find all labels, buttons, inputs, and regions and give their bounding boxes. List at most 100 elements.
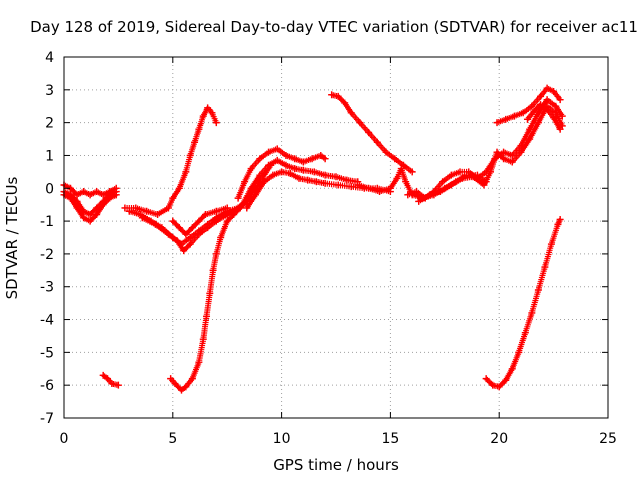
data-point <box>550 114 558 122</box>
chart-title: Day 128 of 2019, Sidereal Day-to-day VTE… <box>30 18 638 36</box>
data-point <box>256 155 264 163</box>
data-point <box>493 148 501 156</box>
data-point <box>519 109 527 117</box>
data-point <box>178 386 186 394</box>
data-point <box>182 230 190 238</box>
series-markers <box>167 162 274 394</box>
data-point <box>436 188 444 196</box>
data-point <box>212 250 220 258</box>
data-point <box>173 237 181 245</box>
data-point <box>543 106 551 114</box>
data-point <box>73 204 81 212</box>
data-point <box>510 112 518 120</box>
data-point <box>515 348 523 356</box>
data-point <box>186 234 194 241</box>
data-point <box>86 211 94 219</box>
data-point <box>86 217 94 225</box>
data-series <box>169 204 231 238</box>
x-tick-label: 20 <box>490 431 508 447</box>
data-point <box>541 263 549 271</box>
data-point <box>188 375 196 383</box>
data-point <box>458 174 466 182</box>
data-point <box>556 215 564 223</box>
data-point <box>121 204 129 212</box>
data-point <box>502 376 510 384</box>
data-point <box>393 174 401 182</box>
data-point <box>523 115 531 123</box>
data-point <box>530 107 538 115</box>
data-point <box>534 109 542 117</box>
data-series <box>234 145 329 202</box>
data-point <box>209 266 217 274</box>
data-point <box>334 92 342 100</box>
x-axis-label: GPS time / hours <box>273 456 399 474</box>
data-point <box>99 201 107 209</box>
data-point <box>291 155 299 163</box>
data-point <box>439 178 447 186</box>
data-point <box>164 204 172 212</box>
data-point <box>138 214 146 222</box>
data-point <box>195 217 203 225</box>
data-point <box>265 148 273 156</box>
series-markers <box>121 104 220 218</box>
data-point <box>547 240 555 248</box>
data-point <box>73 191 81 199</box>
y-tick-label: 2 <box>45 116 54 132</box>
data-point <box>382 148 390 156</box>
data-point <box>391 155 399 163</box>
data-point <box>269 171 277 179</box>
y-tick-label: -2 <box>40 247 54 263</box>
data-point <box>251 191 259 199</box>
x-tick-label: 5 <box>168 431 177 447</box>
data-point <box>99 191 107 199</box>
series-markers <box>415 103 566 205</box>
data-point <box>310 168 318 176</box>
data-point <box>447 181 455 189</box>
data-point <box>199 335 207 343</box>
data-point <box>295 174 303 182</box>
data-point <box>256 171 264 179</box>
data-point <box>223 204 231 212</box>
data-series <box>404 96 566 202</box>
data-point <box>500 148 508 156</box>
data-point <box>169 217 177 225</box>
y-tick-label: 1 <box>45 148 54 164</box>
data-point <box>223 217 231 225</box>
data-point <box>356 119 364 127</box>
data-series <box>328 91 416 176</box>
data-point <box>528 309 536 317</box>
data-point <box>204 224 212 232</box>
data-point <box>308 155 316 163</box>
data-point <box>212 217 220 225</box>
data-point <box>171 380 179 388</box>
data-point <box>273 145 281 153</box>
data-point <box>386 184 394 192</box>
data-point <box>480 181 488 189</box>
data-point <box>186 151 194 159</box>
data-point <box>332 173 340 181</box>
data-point <box>286 170 294 178</box>
data-point <box>206 289 214 297</box>
data-point <box>517 148 525 156</box>
y-tick-label: -1 <box>40 214 54 230</box>
data-point <box>167 375 175 383</box>
data-point <box>397 165 405 173</box>
data-point <box>550 87 558 95</box>
data-point <box>404 191 412 199</box>
data-point <box>243 204 251 212</box>
data-point <box>537 92 545 100</box>
data-point <box>341 99 349 107</box>
data-point <box>299 166 307 174</box>
data-point <box>169 194 177 202</box>
data-point <box>528 102 536 110</box>
data-point <box>415 197 423 205</box>
data-point <box>86 191 94 199</box>
data-point <box>500 155 508 163</box>
data-point <box>304 176 312 184</box>
data-point <box>238 201 246 209</box>
data-point <box>321 179 329 187</box>
data-point <box>191 138 199 146</box>
data-point <box>175 224 183 232</box>
data-point <box>534 119 542 127</box>
